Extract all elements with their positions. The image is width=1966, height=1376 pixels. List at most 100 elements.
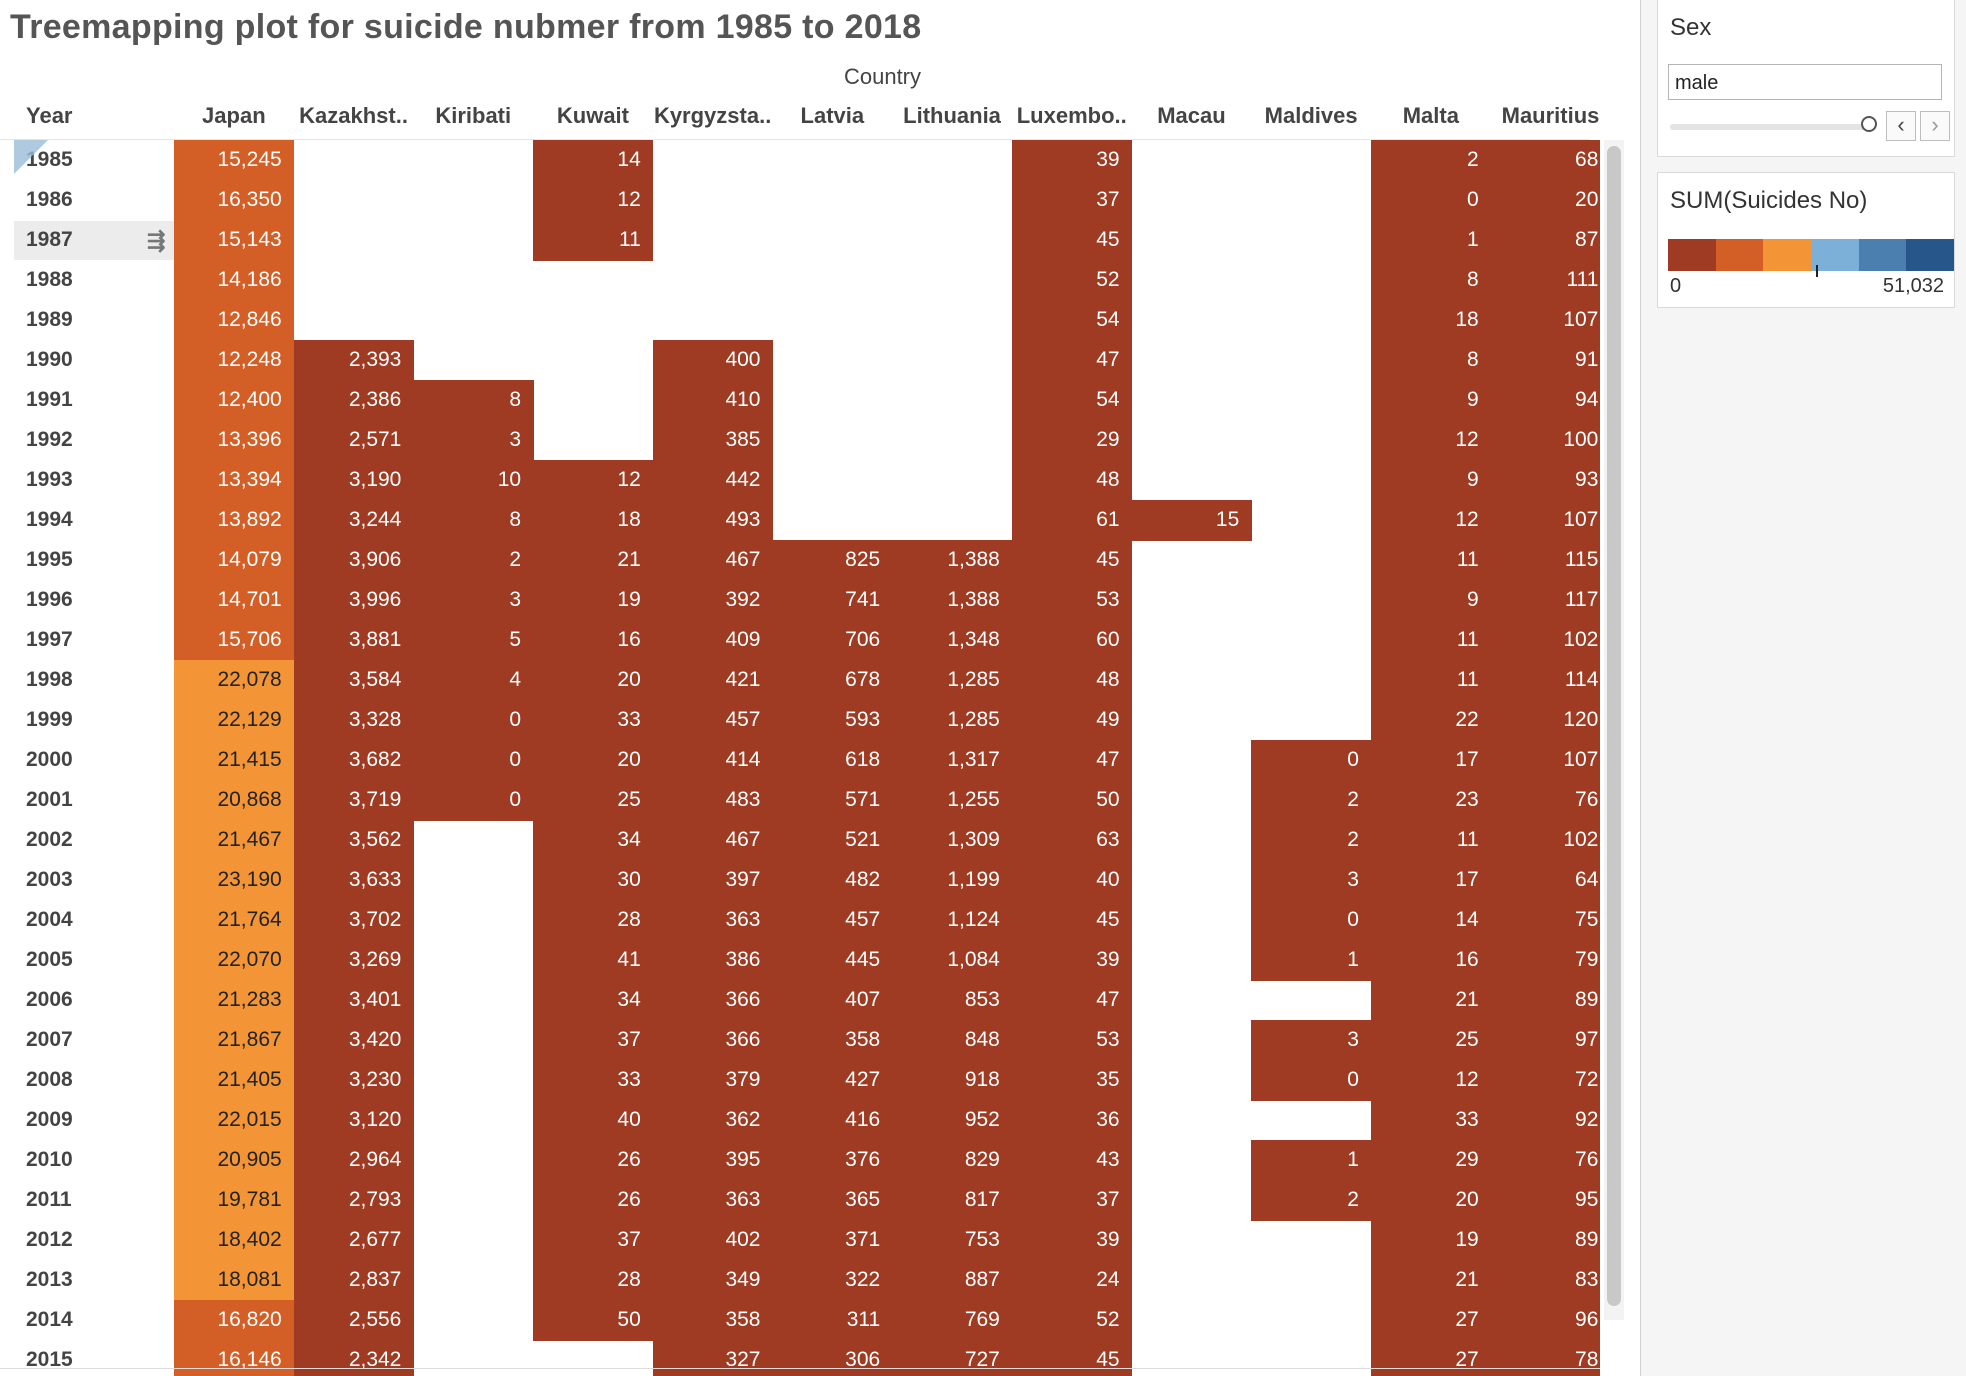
heatmap-cell[interactable] [174, 1220, 295, 1261]
heatmap-cell[interactable] [293, 380, 414, 421]
heatmap-cell[interactable] [1011, 1060, 1133, 1101]
heatmap-cell[interactable] [1490, 1100, 1600, 1141]
heatmap-cell[interactable] [174, 860, 295, 901]
heatmap-cell[interactable] [1011, 740, 1133, 781]
year-label[interactable]: 1986 [26, 188, 73, 211]
heatmap-cell[interactable] [1490, 660, 1600, 701]
year-label[interactable]: 2013 [26, 1268, 73, 1291]
year-label[interactable]: 2012 [26, 1228, 73, 1251]
heatmap-cell[interactable] [1371, 380, 1492, 421]
heatmap-cell[interactable] [174, 500, 295, 541]
sex-filter-slider[interactable] [1670, 124, 1870, 130]
heatmap-cell[interactable] [533, 580, 654, 621]
heatmap-cell[interactable] [1490, 1140, 1600, 1181]
heatmap-cell[interactable] [174, 540, 295, 581]
heatmap-cell[interactable] [1490, 180, 1600, 221]
heatmap-cell[interactable] [652, 1180, 774, 1221]
heatmap-cell[interactable] [413, 500, 534, 541]
scrollbar-thumb[interactable] [1607, 146, 1621, 1306]
heatmap-cell[interactable] [772, 700, 893, 741]
heatmap-cell[interactable] [1490, 1180, 1600, 1221]
heatmap-cell[interactable] [533, 660, 654, 701]
heatmap-cell[interactable] [652, 860, 774, 901]
heatmap-cell[interactable] [174, 580, 295, 621]
year-label[interactable]: 1993 [26, 468, 73, 491]
heatmap-cell[interactable] [1011, 1140, 1133, 1181]
heatmap-cell[interactable] [1371, 1060, 1492, 1101]
year-label[interactable]: 2009 [26, 1108, 73, 1131]
heatmap-cell[interactable] [772, 540, 893, 581]
year-label[interactable]: 2003 [26, 868, 73, 891]
heatmap-cell[interactable] [1371, 300, 1492, 341]
heatmap-cell[interactable] [174, 980, 295, 1021]
heatmap-cell[interactable] [293, 1060, 414, 1101]
heatmap-cell[interactable] [652, 1140, 774, 1181]
heatmap-cell[interactable] [174, 820, 295, 861]
heatmap-cell[interactable] [1371, 740, 1492, 781]
heatmap-cell[interactable] [1251, 780, 1372, 821]
heatmap-cell[interactable] [1490, 420, 1600, 461]
heatmap-cell[interactable] [1011, 420, 1133, 461]
heatmap-cell[interactable] [174, 420, 295, 461]
heatmap-cell[interactable] [1371, 260, 1492, 301]
heatmap-cell[interactable] [772, 620, 893, 661]
heatmap-cell[interactable] [174, 900, 295, 941]
heatmap-cell[interactable] [1490, 1220, 1600, 1261]
heatmap-cell[interactable] [1251, 940, 1372, 981]
heatmap-cell[interactable] [1251, 860, 1372, 901]
heatmap-cell[interactable] [1251, 740, 1372, 781]
heatmap-cell[interactable] [1251, 1180, 1372, 1221]
heatmap-cell[interactable] [652, 540, 774, 581]
heatmap-cell[interactable] [1371, 1100, 1492, 1141]
heatmap-cell[interactable] [652, 820, 774, 861]
heatmap-cell[interactable] [1011, 300, 1133, 341]
heatmap-cell[interactable] [1490, 140, 1600, 181]
heatmap-cell[interactable] [652, 1060, 774, 1101]
heatmap-cell[interactable] [892, 540, 1013, 581]
heatmap-cell[interactable] [533, 460, 654, 501]
heatmap-cell[interactable] [652, 740, 774, 781]
heatmap-cell[interactable] [652, 700, 774, 741]
heatmap-cell[interactable] [1011, 900, 1133, 941]
year-label[interactable]: 2004 [26, 908, 73, 931]
column-header[interactable]: Malta [1402, 103, 1459, 128]
heatmap-cell[interactable] [652, 1340, 774, 1376]
heatmap-cell[interactable] [533, 900, 654, 941]
year-label[interactable]: 2001 [26, 788, 73, 811]
heatmap-cell[interactable] [293, 620, 414, 661]
heatmap-cell[interactable] [1371, 820, 1492, 861]
heatmap-cell[interactable] [1011, 340, 1133, 381]
heatmap-cell[interactable] [772, 1300, 893, 1341]
heatmap-cell[interactable] [1371, 980, 1492, 1021]
heatmap-cell[interactable] [174, 1140, 295, 1181]
heatmap-cell[interactable] [533, 780, 654, 821]
heatmap-cell[interactable] [1371, 1020, 1492, 1061]
heatmap-cell[interactable] [1490, 900, 1600, 941]
heatmap-cell[interactable] [533, 860, 654, 901]
heatmap-cell[interactable] [293, 1340, 414, 1376]
heatmap-cell[interactable] [772, 1020, 893, 1061]
heatmap-cell[interactable] [174, 460, 295, 501]
heatmap-cell[interactable] [1371, 1180, 1492, 1221]
heatmap-cell[interactable] [892, 940, 1013, 981]
heatmap-cell[interactable] [293, 1180, 414, 1221]
heatmap-cell[interactable] [1490, 1060, 1600, 1101]
column-header[interactable]: Mauritius [1501, 103, 1600, 128]
heatmap-cell[interactable] [772, 1060, 893, 1101]
heatmap-cell[interactable] [652, 1300, 774, 1341]
heatmap-cell[interactable] [892, 900, 1013, 941]
heatmap-cell[interactable] [174, 740, 295, 781]
heatmap-cell[interactable] [652, 620, 774, 661]
heatmap-cell[interactable] [892, 1060, 1013, 1101]
year-label[interactable]: 1987 [26, 228, 73, 251]
heatmap-cell[interactable] [1011, 980, 1133, 1021]
heatmap-cell[interactable] [892, 1340, 1013, 1376]
heatmap-cell[interactable] [1131, 500, 1252, 541]
heatmap-cell[interactable] [1371, 540, 1492, 581]
heatmap-cell[interactable] [1490, 700, 1600, 741]
heatmap-cell[interactable] [772, 780, 893, 821]
heatmap-cell[interactable] [1371, 940, 1492, 981]
heatmap-cell[interactable] [293, 780, 414, 821]
heatmap-grid[interactable]: 1985 15,245 14 39 2 68 1986 16,350 12 37 0 20 1987 15… [0, 140, 1600, 1376]
year-label[interactable]: 2000 [26, 748, 73, 771]
